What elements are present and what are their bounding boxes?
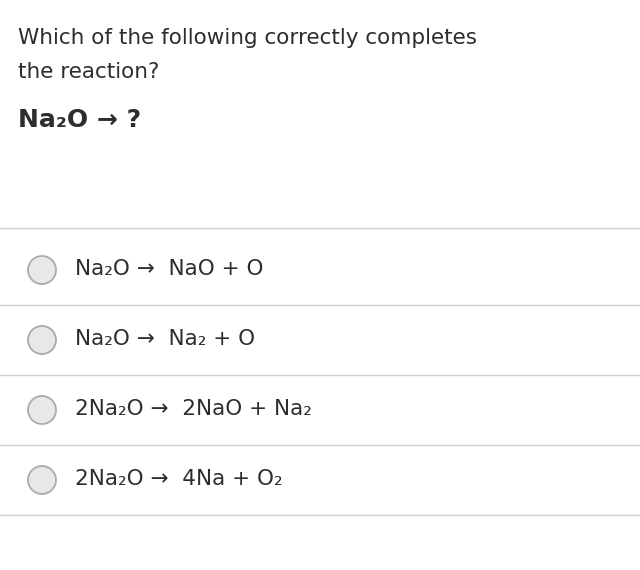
Text: Na₂O → ?: Na₂O → ?: [18, 108, 141, 132]
Circle shape: [28, 326, 56, 354]
Text: Na₂O →  NaO + O: Na₂O → NaO + O: [75, 259, 264, 279]
Text: 2Na₂O →  4Na + O₂: 2Na₂O → 4Na + O₂: [75, 469, 283, 489]
Text: 2Na₂O →  2NaO + Na₂: 2Na₂O → 2NaO + Na₂: [75, 399, 312, 419]
Text: the reaction?: the reaction?: [18, 62, 159, 82]
Text: Which of the following correctly completes: Which of the following correctly complet…: [18, 28, 477, 48]
Circle shape: [28, 466, 56, 494]
Text: Na₂O →  Na₂ + O: Na₂O → Na₂ + O: [75, 329, 255, 349]
Circle shape: [28, 256, 56, 284]
Circle shape: [28, 396, 56, 424]
